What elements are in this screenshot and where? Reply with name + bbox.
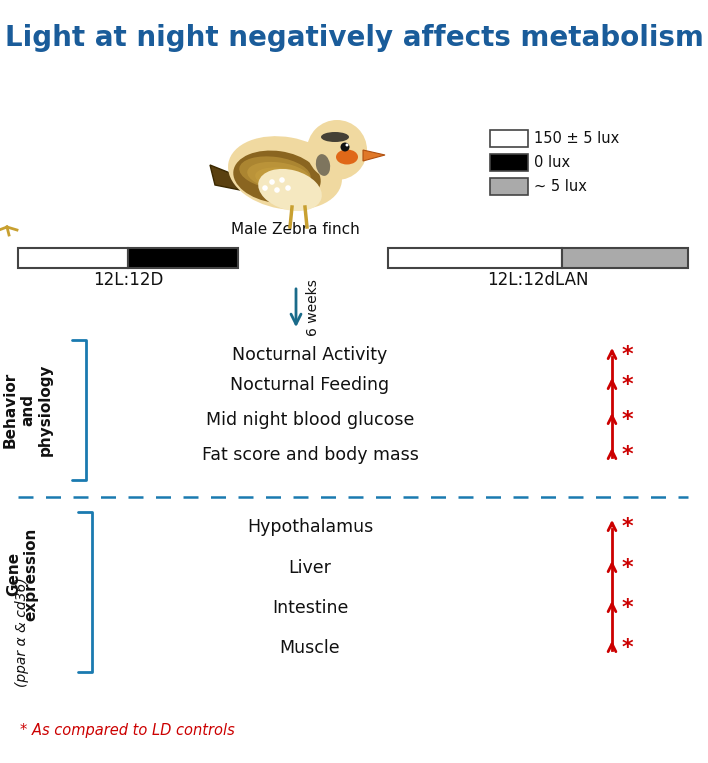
Text: *: *: [622, 345, 634, 365]
Text: *: *: [622, 410, 634, 430]
Text: Nocturnal Feeding: Nocturnal Feeding: [230, 376, 389, 394]
Ellipse shape: [239, 156, 311, 190]
Text: Hypothalamus: Hypothalamus: [247, 518, 373, 536]
Circle shape: [307, 120, 367, 180]
Text: * As compared to LD controls: * As compared to LD controls: [20, 723, 235, 738]
Text: Male Zebra finch: Male Zebra finch: [231, 223, 360, 237]
Text: *: *: [622, 638, 634, 658]
Ellipse shape: [247, 162, 311, 190]
Text: Mid night blood glucose: Mid night blood glucose: [206, 411, 414, 429]
Polygon shape: [363, 150, 385, 161]
Polygon shape: [210, 165, 240, 190]
Ellipse shape: [321, 132, 349, 142]
Bar: [490, 130, 528, 147]
Ellipse shape: [316, 154, 330, 176]
Ellipse shape: [233, 150, 321, 204]
Circle shape: [346, 143, 348, 146]
Text: Intestine: Intestine: [272, 599, 348, 617]
Bar: [388, 248, 562, 268]
Bar: [490, 154, 528, 171]
Text: 6 weeks: 6 weeks: [306, 279, 320, 336]
Ellipse shape: [258, 169, 322, 211]
Bar: [490, 178, 528, 195]
Text: Behavior
and
physiology: Behavior and physiology: [3, 364, 53, 456]
Ellipse shape: [263, 173, 311, 191]
Ellipse shape: [255, 167, 311, 191]
Ellipse shape: [336, 150, 358, 165]
Text: *: *: [622, 375, 634, 395]
Text: *: *: [622, 517, 634, 537]
Text: ~ 5 lux: ~ 5 lux: [534, 179, 587, 194]
Text: 12L:12dLAN: 12L:12dLAN: [487, 271, 589, 289]
Bar: [18, 248, 128, 268]
Text: Liver: Liver: [289, 559, 331, 577]
Text: *: *: [622, 558, 634, 578]
Text: (ppar α & cd36): (ppar α & cd36): [15, 577, 29, 687]
Circle shape: [285, 185, 291, 191]
Circle shape: [269, 179, 275, 185]
Bar: [128, 248, 238, 268]
Bar: [562, 248, 688, 268]
Text: 150 ± 5 lux: 150 ± 5 lux: [534, 131, 620, 146]
Text: 0 lux: 0 lux: [534, 155, 570, 170]
Text: *: *: [622, 598, 634, 618]
Text: Light at night negatively affects metabolism: Light at night negatively affects metabo…: [4, 24, 704, 52]
Text: 12L:12D: 12L:12D: [93, 271, 163, 289]
Circle shape: [279, 177, 285, 183]
Circle shape: [262, 185, 268, 191]
Text: *: *: [622, 445, 634, 465]
Text: Fat score and body mass: Fat score and body mass: [202, 446, 418, 464]
Ellipse shape: [228, 136, 342, 210]
Text: Muscle: Muscle: [280, 639, 341, 657]
Circle shape: [341, 143, 350, 152]
Circle shape: [274, 187, 280, 193]
Text: Gene
expression: Gene expression: [6, 527, 38, 620]
Text: Nocturnal Activity: Nocturnal Activity: [232, 346, 387, 364]
